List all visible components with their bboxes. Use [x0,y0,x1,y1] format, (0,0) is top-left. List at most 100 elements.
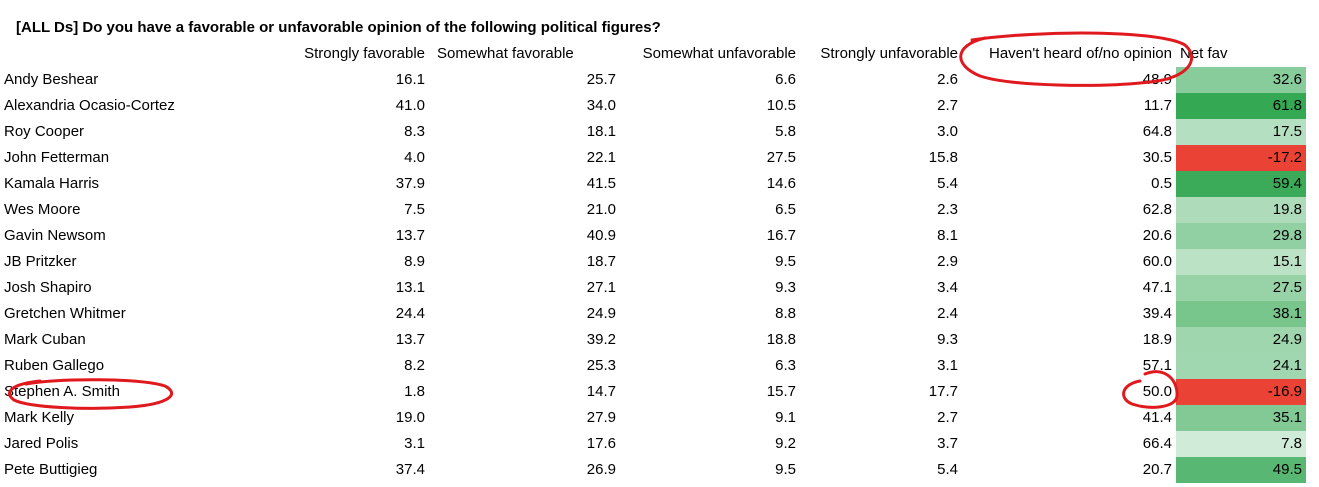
net-fav-cell[interactable]: 15.1 [1176,249,1306,275]
value-cell[interactable]: 25.3 [586,357,616,374]
net-fav-cell[interactable]: 32.6 [1176,67,1306,93]
value-cell[interactable]: 8.3 [404,123,425,140]
value-cell[interactable]: 41.4 [1142,409,1172,426]
net-fav-cell[interactable]: 24.9 [1176,327,1306,353]
value-cell[interactable]: 1.8 [404,383,425,400]
net-fav-cell[interactable]: 38.1 [1176,301,1306,327]
value-cell[interactable]: 2.4 [937,305,958,322]
value-cell[interactable]: 24.9 [586,305,616,322]
value-cell[interactable]: 3.0 [937,123,958,140]
header-no-opinion[interactable]: Haven't heard of/no opinion [989,45,1172,62]
politician-name-cell[interactable]: Alexandria Ocasio-Cortez [4,97,175,114]
value-cell[interactable]: 41.0 [395,97,425,114]
net-fav-cell[interactable]: 19.8 [1176,197,1306,223]
value-cell[interactable]: 25.7 [586,71,616,88]
value-cell[interactable]: 13.7 [395,331,425,348]
value-cell[interactable]: 7.5 [404,201,425,218]
politician-name-cell[interactable]: Pete Buttigieg [4,461,98,478]
value-cell[interactable]: 37.4 [395,461,425,478]
value-cell[interactable]: 24.4 [395,305,425,322]
value-cell[interactable]: 8.2 [404,357,425,374]
value-cell[interactable]: 15.8 [928,149,958,166]
value-cell[interactable]: 13.1 [395,279,425,296]
value-cell[interactable]: 6.5 [775,201,796,218]
value-cell[interactable]: 9.1 [775,409,796,426]
header-cell-name[interactable] [0,41,287,67]
politician-name-cell[interactable]: Jared Polis [4,435,79,452]
value-cell[interactable]: 17.6 [586,435,616,452]
value-cell[interactable]: 16.1 [395,71,425,88]
politician-name-cell[interactable]: Andy Beshear [4,71,99,88]
value-cell[interactable]: 5.8 [775,123,796,140]
value-cell[interactable]: 62.8 [1142,201,1172,218]
header-net-fav[interactable]: Net fav [1180,45,1228,62]
value-cell[interactable]: 8.8 [775,305,796,322]
header-strongly-unfavorable[interactable]: Strongly unfavorable [820,45,958,62]
value-cell[interactable]: 20.7 [1142,461,1172,478]
value-cell[interactable]: 3.7 [937,435,958,452]
value-cell[interactable]: 19.0 [395,409,425,426]
header-somewhat-favorable[interactable]: Somewhat favorable [437,45,574,62]
value-cell[interactable]: 0.5 [1151,175,1172,192]
politician-name-cell[interactable]: Mark Cuban [4,331,86,348]
header-somewhat-unfavorable[interactable]: Somewhat unfavorable [642,45,796,62]
value-cell[interactable]: 18.9 [1142,331,1172,348]
politician-name-cell[interactable]: Wes Moore [4,201,81,218]
value-cell[interactable]: 37.9 [395,175,425,192]
value-cell[interactable]: 34.0 [586,97,616,114]
politician-name-cell[interactable]: Ruben Gallego [4,357,105,374]
value-cell[interactable]: 3.1 [404,435,425,452]
value-cell[interactable]: 21.0 [586,201,616,218]
value-cell[interactable]: 2.7 [937,409,958,426]
value-cell[interactable]: 18.7 [586,253,616,270]
value-cell[interactable]: 57.1 [1142,357,1172,374]
value-cell[interactable]: 13.7 [395,227,425,244]
value-cell[interactable]: 22.1 [586,149,616,166]
politician-name-cell[interactable]: Kamala Harris [4,175,100,192]
value-cell[interactable]: 15.7 [766,383,796,400]
value-cell[interactable]: 47.1 [1142,279,1172,296]
value-cell[interactable]: 27.9 [586,409,616,426]
value-cell[interactable]: 8.9 [404,253,425,270]
value-cell[interactable]: 2.9 [937,253,958,270]
net-fav-cell[interactable]: -16.9 [1176,379,1306,405]
value-cell[interactable]: 26.9 [586,461,616,478]
value-cell[interactable]: 50.0 [1142,383,1172,400]
value-cell[interactable]: 4.0 [404,149,425,166]
value-cell[interactable]: 16.7 [766,227,796,244]
value-cell[interactable]: 40.9 [586,227,616,244]
net-fav-cell[interactable]: 7.8 [1176,431,1306,457]
value-cell[interactable]: 8.1 [937,227,958,244]
value-cell[interactable]: 14.7 [586,383,616,400]
value-cell[interactable]: 39.4 [1142,305,1172,322]
value-cell[interactable]: 2.6 [937,71,958,88]
value-cell[interactable]: 2.3 [937,201,958,218]
value-cell[interactable]: 17.7 [928,383,958,400]
value-cell[interactable]: 41.5 [586,175,616,192]
net-fav-cell[interactable]: 61.8 [1176,93,1306,119]
value-cell[interactable]: 39.2 [586,331,616,348]
politician-name-cell[interactable]: Gretchen Whitmer [4,305,126,322]
value-cell[interactable]: 18.1 [586,123,616,140]
value-cell[interactable]: 9.3 [775,279,796,296]
net-fav-cell[interactable]: 24.1 [1176,353,1306,379]
value-cell[interactable]: 10.5 [766,97,796,114]
net-fav-cell[interactable]: 49.5 [1176,457,1306,483]
politician-name-cell[interactable]: Stephen A. Smith [4,383,120,400]
value-cell[interactable]: 5.4 [937,461,958,478]
value-cell[interactable]: 11.7 [1143,97,1172,114]
value-cell[interactable]: 27.1 [586,279,616,296]
net-fav-cell[interactable]: 59.4 [1176,171,1306,197]
politician-name-cell[interactable]: Roy Cooper [4,123,85,140]
politician-name-cell[interactable]: Mark Kelly [4,409,75,426]
value-cell[interactable]: 2.7 [937,97,958,114]
politician-name-cell[interactable]: John Fetterman [4,149,110,166]
net-fav-cell[interactable]: -17.2 [1176,145,1306,171]
net-fav-cell[interactable]: 35.1 [1176,405,1306,431]
value-cell[interactable]: 3.1 [937,357,958,374]
politician-name-cell[interactable]: Gavin Newsom [4,227,106,244]
value-cell[interactable]: 5.4 [937,175,958,192]
net-fav-cell[interactable]: 17.5 [1176,119,1306,145]
politician-name-cell[interactable]: JB Pritzker [4,253,77,270]
value-cell[interactable]: 6.6 [775,71,796,88]
